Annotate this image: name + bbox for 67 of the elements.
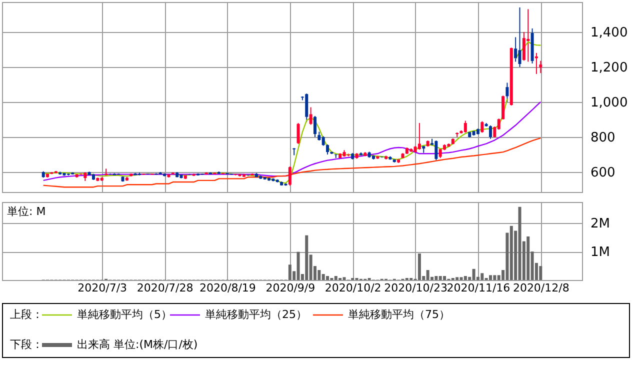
bar bbox=[472, 268, 476, 280]
y-tick-label: 800 bbox=[590, 130, 616, 146]
candlestick bbox=[326, 144, 330, 156]
bar bbox=[480, 273, 484, 280]
bar bbox=[326, 276, 330, 280]
bar bbox=[464, 276, 467, 280]
y-tick-label: 1,400 bbox=[590, 25, 628, 40]
legend-label: 単純移動平均（25） bbox=[205, 308, 307, 321]
candlestick bbox=[418, 122, 421, 150]
bar bbox=[488, 275, 492, 280]
candlestick bbox=[322, 136, 325, 146]
bar bbox=[456, 277, 459, 280]
y-tick-label: 600 bbox=[590, 166, 616, 181]
candlestick bbox=[480, 120, 484, 134]
candlestick bbox=[309, 106, 312, 126]
annotation: 単位: M bbox=[7, 205, 46, 218]
candlestick bbox=[522, 31, 526, 62]
candlestick bbox=[296, 122, 300, 145]
candlestick bbox=[502, 95, 505, 120]
x-tick-label: 2020/7/3 bbox=[78, 282, 128, 294]
candlestick bbox=[464, 120, 467, 134]
legend-label: 単純移動平均（5） bbox=[77, 308, 172, 321]
candlestick bbox=[305, 93, 308, 122]
bar bbox=[322, 274, 325, 280]
candlestick bbox=[488, 124, 492, 140]
bar bbox=[510, 226, 513, 280]
bar bbox=[518, 206, 522, 280]
candlestick bbox=[313, 116, 316, 138]
legend-label: 単純移動平均（75） bbox=[348, 308, 450, 321]
candlestick bbox=[526, 8, 530, 62]
bar bbox=[426, 270, 430, 280]
bar bbox=[438, 276, 442, 280]
legend-title: 下段： bbox=[10, 338, 43, 351]
y-tick-label: 1M bbox=[590, 245, 610, 260]
bar bbox=[305, 235, 308, 280]
line-series bbox=[42, 101, 542, 182]
y-tick-label: 2M bbox=[590, 216, 610, 232]
x-tick-label: 2020/9/9 bbox=[266, 282, 316, 294]
bar bbox=[460, 277, 463, 280]
legend-label: 出来高 単位:(M株/口/枚) bbox=[77, 338, 198, 351]
x-tick-label: 2020/10/23 bbox=[384, 282, 448, 294]
bar bbox=[526, 236, 530, 280]
bar bbox=[434, 276, 438, 280]
x-tick-label: 2020/7/28 bbox=[136, 282, 194, 294]
bar bbox=[493, 275, 496, 280]
y-tick-label: 1,200 bbox=[590, 60, 628, 76]
candlestick bbox=[539, 60, 542, 74]
bar bbox=[318, 270, 321, 280]
candlestick bbox=[288, 166, 292, 186]
x-tick-label: 2020/11/16 bbox=[446, 282, 510, 294]
bar bbox=[288, 264, 292, 280]
x-tick-label: 2020/8/19 bbox=[200, 282, 256, 294]
candlestick bbox=[434, 140, 438, 161]
bar bbox=[418, 254, 421, 280]
candlestick bbox=[514, 36, 518, 62]
candlestick bbox=[506, 82, 509, 102]
x-tick-label: 2020/12/8 bbox=[512, 282, 570, 294]
bar bbox=[342, 277, 346, 280]
legend-title: 上段： bbox=[10, 308, 43, 321]
y-tick-label: 1,000 bbox=[590, 95, 628, 110]
candlestick bbox=[518, 6, 522, 68]
x-tick-label: 2020/10/2 bbox=[324, 282, 382, 294]
bar bbox=[539, 266, 542, 280]
bar bbox=[334, 276, 338, 280]
bar bbox=[443, 276, 446, 280]
bar bbox=[296, 252, 300, 280]
line-series bbox=[42, 137, 542, 188]
